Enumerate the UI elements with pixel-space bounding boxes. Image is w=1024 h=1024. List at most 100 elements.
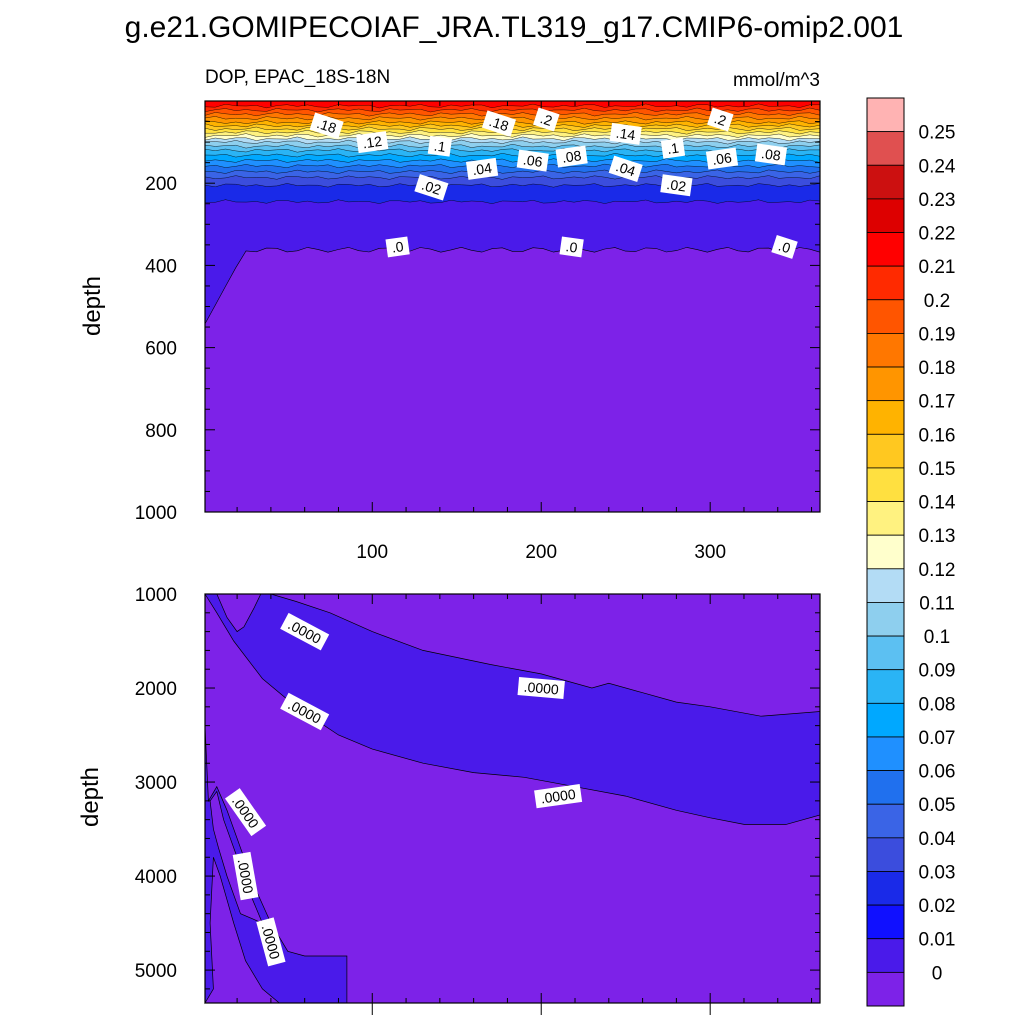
colorbar-swatch xyxy=(866,904,905,940)
contour-label-text: .2 xyxy=(538,110,554,129)
colorbar-swatch xyxy=(866,433,905,469)
upper-contour-label: .04 xyxy=(608,155,643,183)
colorbar-swatch xyxy=(866,400,905,435)
colorbar-label: 0.21 xyxy=(919,257,956,278)
upper-ylabel: depth xyxy=(79,276,106,336)
upper-xtick-label: 100 xyxy=(356,542,388,563)
contour-label-box xyxy=(465,157,499,180)
colorbar-label: 0.08 xyxy=(919,694,956,715)
colorbar-swatch xyxy=(866,333,905,368)
contour-label-box xyxy=(660,174,693,197)
upper-contour-label: .08 xyxy=(754,143,788,166)
contour-label-text: .04 xyxy=(614,158,638,179)
contour-label-text: .04 xyxy=(471,160,493,179)
contour-label-text: .0000 xyxy=(540,786,577,807)
contour-label-text: .0000 xyxy=(523,679,560,698)
colorbar-label: 0.15 xyxy=(919,459,956,480)
colorbar-swatch xyxy=(866,467,905,502)
contour-label-box xyxy=(555,145,588,168)
upper-contour-label: .1 xyxy=(660,137,686,159)
lower-ytick-label: 3000 xyxy=(135,773,177,794)
upper-contour-label: .14 xyxy=(609,122,642,145)
colorbar-label: 0.02 xyxy=(919,896,956,917)
upper-ytick-label: 400 xyxy=(145,256,177,277)
figure-title: g.e21.GOMIPECOIAF_JRA.TL319_g17.CMIP6-om… xyxy=(125,11,904,44)
colorbar: 0.25 0.24 0.23 0.22 0.21 0.2 0.19 0.18 0.17 0.16 0… xyxy=(866,97,956,1007)
upper-ytick-label: 200 xyxy=(145,174,177,195)
colorbar-label: 0.18 xyxy=(919,358,956,379)
contour-label-box xyxy=(516,149,549,172)
contour-label-box xyxy=(707,107,734,132)
lower-frame xyxy=(204,593,821,1004)
contour-label-box xyxy=(533,107,560,132)
colorbar-swatch xyxy=(866,971,905,1007)
colorbar-swatch xyxy=(866,803,905,839)
colorbar-swatch xyxy=(866,669,905,704)
colorbar-label: 0.19 xyxy=(919,324,956,345)
upper-subtitle: DOP, EPAC_18S-18N xyxy=(205,67,390,88)
lower-contour-band xyxy=(204,593,821,825)
colorbar-label: 0.11 xyxy=(919,593,955,614)
colorbar-swatch xyxy=(866,232,905,267)
colorbar-swatch xyxy=(866,131,905,166)
contour-label-text: .06 xyxy=(522,151,544,170)
upper-ytick-label: 1000 xyxy=(135,503,177,524)
colorbar-label: 0.01 xyxy=(919,930,956,951)
colorbar-swatch xyxy=(866,534,905,570)
contour-label-box xyxy=(754,143,788,166)
colorbar-label: 0.14 xyxy=(919,493,956,514)
colorbar-label: 0 xyxy=(932,963,943,984)
contour-label-box xyxy=(232,851,259,901)
contour-label-box xyxy=(280,692,330,731)
colorbar-label: 0.07 xyxy=(919,728,956,749)
contour-label-box xyxy=(481,110,517,137)
colorbar-label: 0.06 xyxy=(919,762,956,783)
upper-contour-label: .18 xyxy=(481,110,517,137)
contour-label-box xyxy=(414,174,449,201)
colorbar-label: 0.2 xyxy=(924,291,950,312)
colorbar-swatch xyxy=(866,871,905,906)
lower-contour-label: .0000 xyxy=(232,851,259,901)
colorbar-frame xyxy=(866,97,905,1007)
lower-ytick-label: 4000 xyxy=(135,867,177,888)
colorbar-label: 0.17 xyxy=(919,392,956,413)
colorbar-label: 0.05 xyxy=(919,795,956,816)
upper-contour-label: .02 xyxy=(660,174,693,197)
upper-plot-area: 200 400 600 800 1000 100 200 300 .18 .12 .1 .18 .04.… xyxy=(135,100,821,563)
colorbar-swatch xyxy=(866,938,905,973)
lower-contour-label: .0000 xyxy=(534,784,583,809)
contour-label-box xyxy=(534,784,583,809)
contour-label-text: .0 xyxy=(776,237,792,256)
upper-ytick-label: 600 xyxy=(145,339,177,360)
lower-contour-label: .0000 xyxy=(517,677,565,699)
upper-panel: DOP, EPAC_18S-18N mmol/m^3 200 400 600 800 1… xyxy=(79,67,821,563)
upper-contour-label: .0 xyxy=(385,236,410,258)
upper-contour-label: .0 xyxy=(559,236,584,258)
contour-label-box xyxy=(280,612,330,651)
contour-label-text: .0 xyxy=(565,238,579,255)
upper-contour-label: .06 xyxy=(705,147,739,170)
contour-label-box xyxy=(256,917,286,967)
contour-label-box xyxy=(517,677,565,699)
colorbar-swatch xyxy=(866,635,905,671)
colorbar-label: 0.03 xyxy=(919,862,956,883)
lower-ylabel: depth xyxy=(77,767,104,827)
lower-plot-area: 10002000300040005000.0000.0000.0000.0000… xyxy=(135,585,821,1015)
colorbar-swatch xyxy=(866,602,905,637)
colorbar-label: 0.22 xyxy=(919,224,956,245)
upper-contour-label: .2 xyxy=(707,107,734,132)
colorbar-label: 0.16 xyxy=(919,425,956,446)
colorbar-label: 0.25 xyxy=(919,123,956,144)
contour-label-text: .2 xyxy=(712,110,728,129)
upper-contour-band xyxy=(204,100,821,109)
contour-label-text: .08 xyxy=(760,145,782,164)
upper-contour-band xyxy=(204,199,821,512)
colorbar-label: 0.23 xyxy=(919,190,956,211)
upper-units: mmol/m^3 xyxy=(733,70,820,91)
lower-ytick-label: 5000 xyxy=(135,961,177,982)
contour-label-box xyxy=(609,122,642,145)
contour-label-box xyxy=(427,135,452,157)
lower-panel: 10002000300040005000.0000.0000.0000.0000… xyxy=(77,585,821,1015)
colorbar-label: 0.13 xyxy=(919,526,956,547)
